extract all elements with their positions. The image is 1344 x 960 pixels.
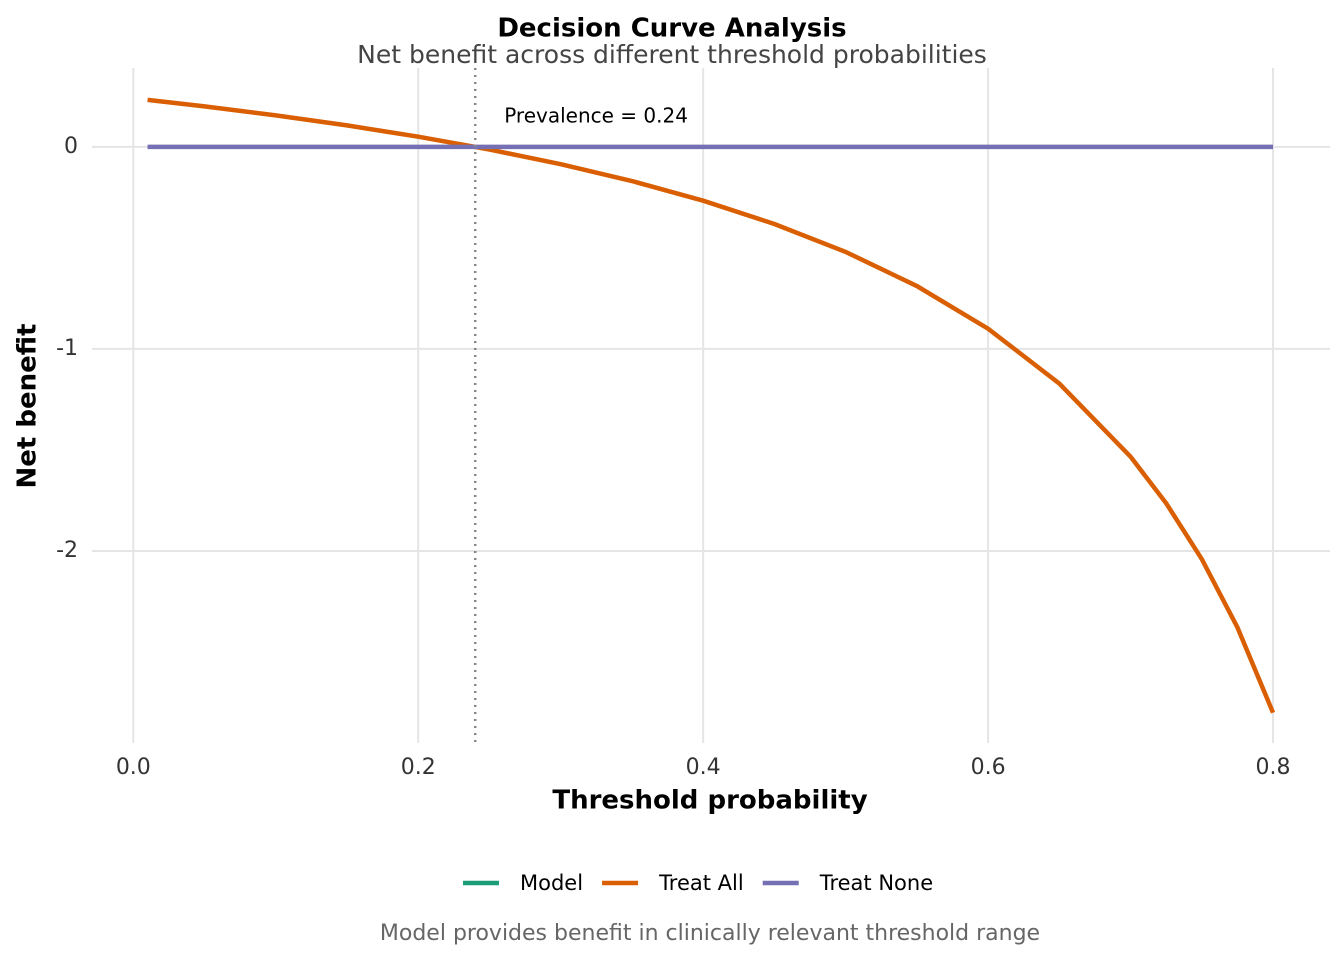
series-line <box>147 97 1276 714</box>
x-axis-title: Threshold probability <box>552 786 867 816</box>
legend-label: Treat All <box>658 871 744 895</box>
x-tick-label: 0.6 <box>971 755 1006 780</box>
x-tick-label: 0.0 <box>116 755 151 780</box>
caption: Model provides benefit in clinically rel… <box>380 921 1040 946</box>
chart-subtitle: Net benefit across different threshold p… <box>357 40 987 69</box>
y-tick-label: -1 <box>56 336 78 361</box>
annotation: Prevalence = 0.24 <box>504 104 688 128</box>
x-tick-label: 0.2 <box>401 755 436 780</box>
legend-label: Treat None <box>819 871 933 895</box>
y-tick-label: -2 <box>56 538 78 563</box>
x-tick-label: 0.8 <box>1256 755 1291 780</box>
chart-title: Decision Curve Analysis <box>497 14 846 44</box>
legend-label: Model <box>520 871 583 895</box>
x-tick-label: 0.4 <box>686 755 721 780</box>
y-tick-label: 0 <box>64 134 78 159</box>
y-axis-title: Net benefit <box>13 324 43 489</box>
